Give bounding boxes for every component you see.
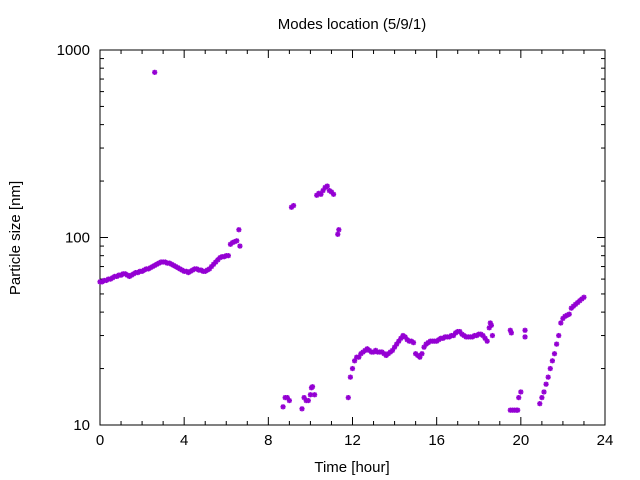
data-point bbox=[551, 351, 558, 357]
data-point bbox=[286, 397, 292, 404]
data-point bbox=[522, 327, 528, 333]
y-axis-label: Particle size [nm] bbox=[7, 181, 24, 295]
data-point bbox=[309, 384, 316, 390]
data-point bbox=[347, 374, 353, 380]
data-point bbox=[558, 320, 564, 326]
data-point bbox=[484, 338, 490, 344]
data-point bbox=[543, 381, 549, 387]
data-point bbox=[547, 365, 553, 372]
data-point bbox=[556, 332, 562, 339]
data-point bbox=[318, 191, 324, 197]
data-point bbox=[518, 389, 524, 395]
data-point bbox=[335, 231, 341, 237]
x-axis-label: Time [hour] bbox=[314, 459, 389, 476]
data-point bbox=[225, 253, 231, 259]
y-tick-labels: 10 100 1000 bbox=[57, 42, 90, 434]
data-point bbox=[515, 407, 521, 413]
axis-ticks bbox=[99, 49, 606, 426]
data-point bbox=[330, 191, 337, 197]
data-points bbox=[97, 69, 587, 413]
data-point bbox=[237, 243, 243, 249]
y-tick-label: 100 bbox=[65, 230, 90, 247]
data-point bbox=[554, 341, 560, 347]
data-point bbox=[410, 340, 417, 346]
data-point bbox=[489, 332, 496, 339]
data-point bbox=[290, 202, 297, 209]
data-point bbox=[356, 354, 362, 360]
data-point bbox=[539, 395, 545, 401]
data-point bbox=[522, 334, 528, 340]
data-point bbox=[545, 374, 551, 380]
data-point bbox=[152, 69, 158, 75]
data-point bbox=[566, 311, 572, 317]
data-point bbox=[280, 404, 286, 410]
x-tick-label: 4 bbox=[180, 432, 188, 449]
data-point bbox=[305, 397, 311, 404]
data-point bbox=[236, 227, 242, 233]
x-tick-labels: 0 4 8 12 16 20 24 bbox=[96, 432, 614, 449]
data-point bbox=[312, 392, 318, 398]
x-tick-label: 0 bbox=[96, 432, 104, 449]
data-point bbox=[457, 328, 463, 335]
y-tick-label: 1000 bbox=[57, 42, 90, 59]
y-tick-label: 10 bbox=[73, 417, 90, 434]
data-point bbox=[516, 395, 522, 401]
data-point bbox=[234, 238, 240, 244]
x-tick-label: 16 bbox=[428, 432, 445, 449]
data-point bbox=[581, 294, 587, 300]
data-point bbox=[299, 406, 305, 412]
data-point bbox=[508, 330, 514, 336]
data-point bbox=[336, 227, 342, 233]
x-tick-label: 12 bbox=[344, 432, 361, 449]
data-point bbox=[352, 358, 358, 364]
x-tick-label: 8 bbox=[264, 432, 272, 449]
data-point bbox=[549, 358, 555, 364]
data-point bbox=[345, 395, 351, 401]
chart-title: Modes location (5/9/1) bbox=[278, 16, 426, 33]
data-point bbox=[324, 183, 330, 189]
x-tick-label: 24 bbox=[597, 432, 614, 449]
data-point bbox=[402, 334, 408, 340]
data-point bbox=[488, 322, 494, 328]
data-point bbox=[537, 401, 543, 407]
data-point bbox=[541, 389, 547, 395]
data-point bbox=[349, 365, 356, 372]
data-point bbox=[419, 351, 425, 357]
x-tick-label: 20 bbox=[512, 432, 529, 449]
